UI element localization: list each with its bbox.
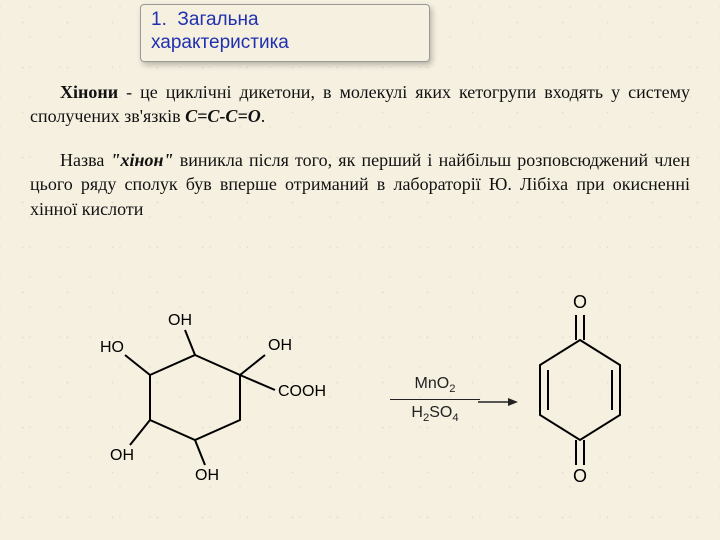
- paragraph-1: Хінони - це циклічні дикетони, в молекул…: [30, 80, 690, 129]
- p2-t1: Назва: [60, 150, 111, 170]
- reagent-h: H: [411, 404, 423, 421]
- label-cooh: COOH: [278, 383, 326, 400]
- p1-text-a: - це циклічні дикетони, в молекулі яких …: [30, 82, 690, 126]
- label-oh-bl: OH: [110, 447, 134, 464]
- reagent-so-sub: 4: [452, 412, 458, 424]
- label-ho-tl: HO: [100, 339, 124, 356]
- reagent-mn: MnO: [415, 375, 450, 392]
- section-heading: 1. Загальна характеристика: [140, 4, 430, 62]
- product-structure: O O: [510, 290, 650, 490]
- label-oh-tr: OH: [268, 337, 292, 354]
- p1-formula: С=С-С=О: [185, 106, 261, 126]
- p1-text-b: .: [261, 106, 266, 126]
- reagent-so: SO: [429, 404, 452, 421]
- heading-line1: Загальна: [177, 9, 258, 30]
- reactant-structure: HO OH OH COOH OH OH: [100, 300, 330, 500]
- label-o-bottom: O: [573, 466, 587, 486]
- heading-line2: характеристика: [151, 32, 289, 53]
- p2-quote: "хінон": [111, 150, 174, 170]
- p1-lead: Хінони: [60, 82, 118, 102]
- label-oh-top: OH: [168, 312, 192, 329]
- reagent-mn-sub: 2: [449, 383, 455, 395]
- reagent-bottom: H2SO4: [390, 404, 480, 424]
- label-o-top: O: [573, 292, 587, 312]
- paragraph-2: Назва "хінон" виникла після того, як пер…: [30, 148, 690, 221]
- label-oh-br: OH: [195, 467, 219, 484]
- reagent-top: MnO2: [390, 375, 480, 400]
- heading-number: 1.: [151, 9, 167, 30]
- reagent-block: MnO2 H2SO4: [390, 375, 480, 424]
- reaction-diagram: HO OH OH COOH OH OH MnO2 H2SO4: [100, 290, 620, 510]
